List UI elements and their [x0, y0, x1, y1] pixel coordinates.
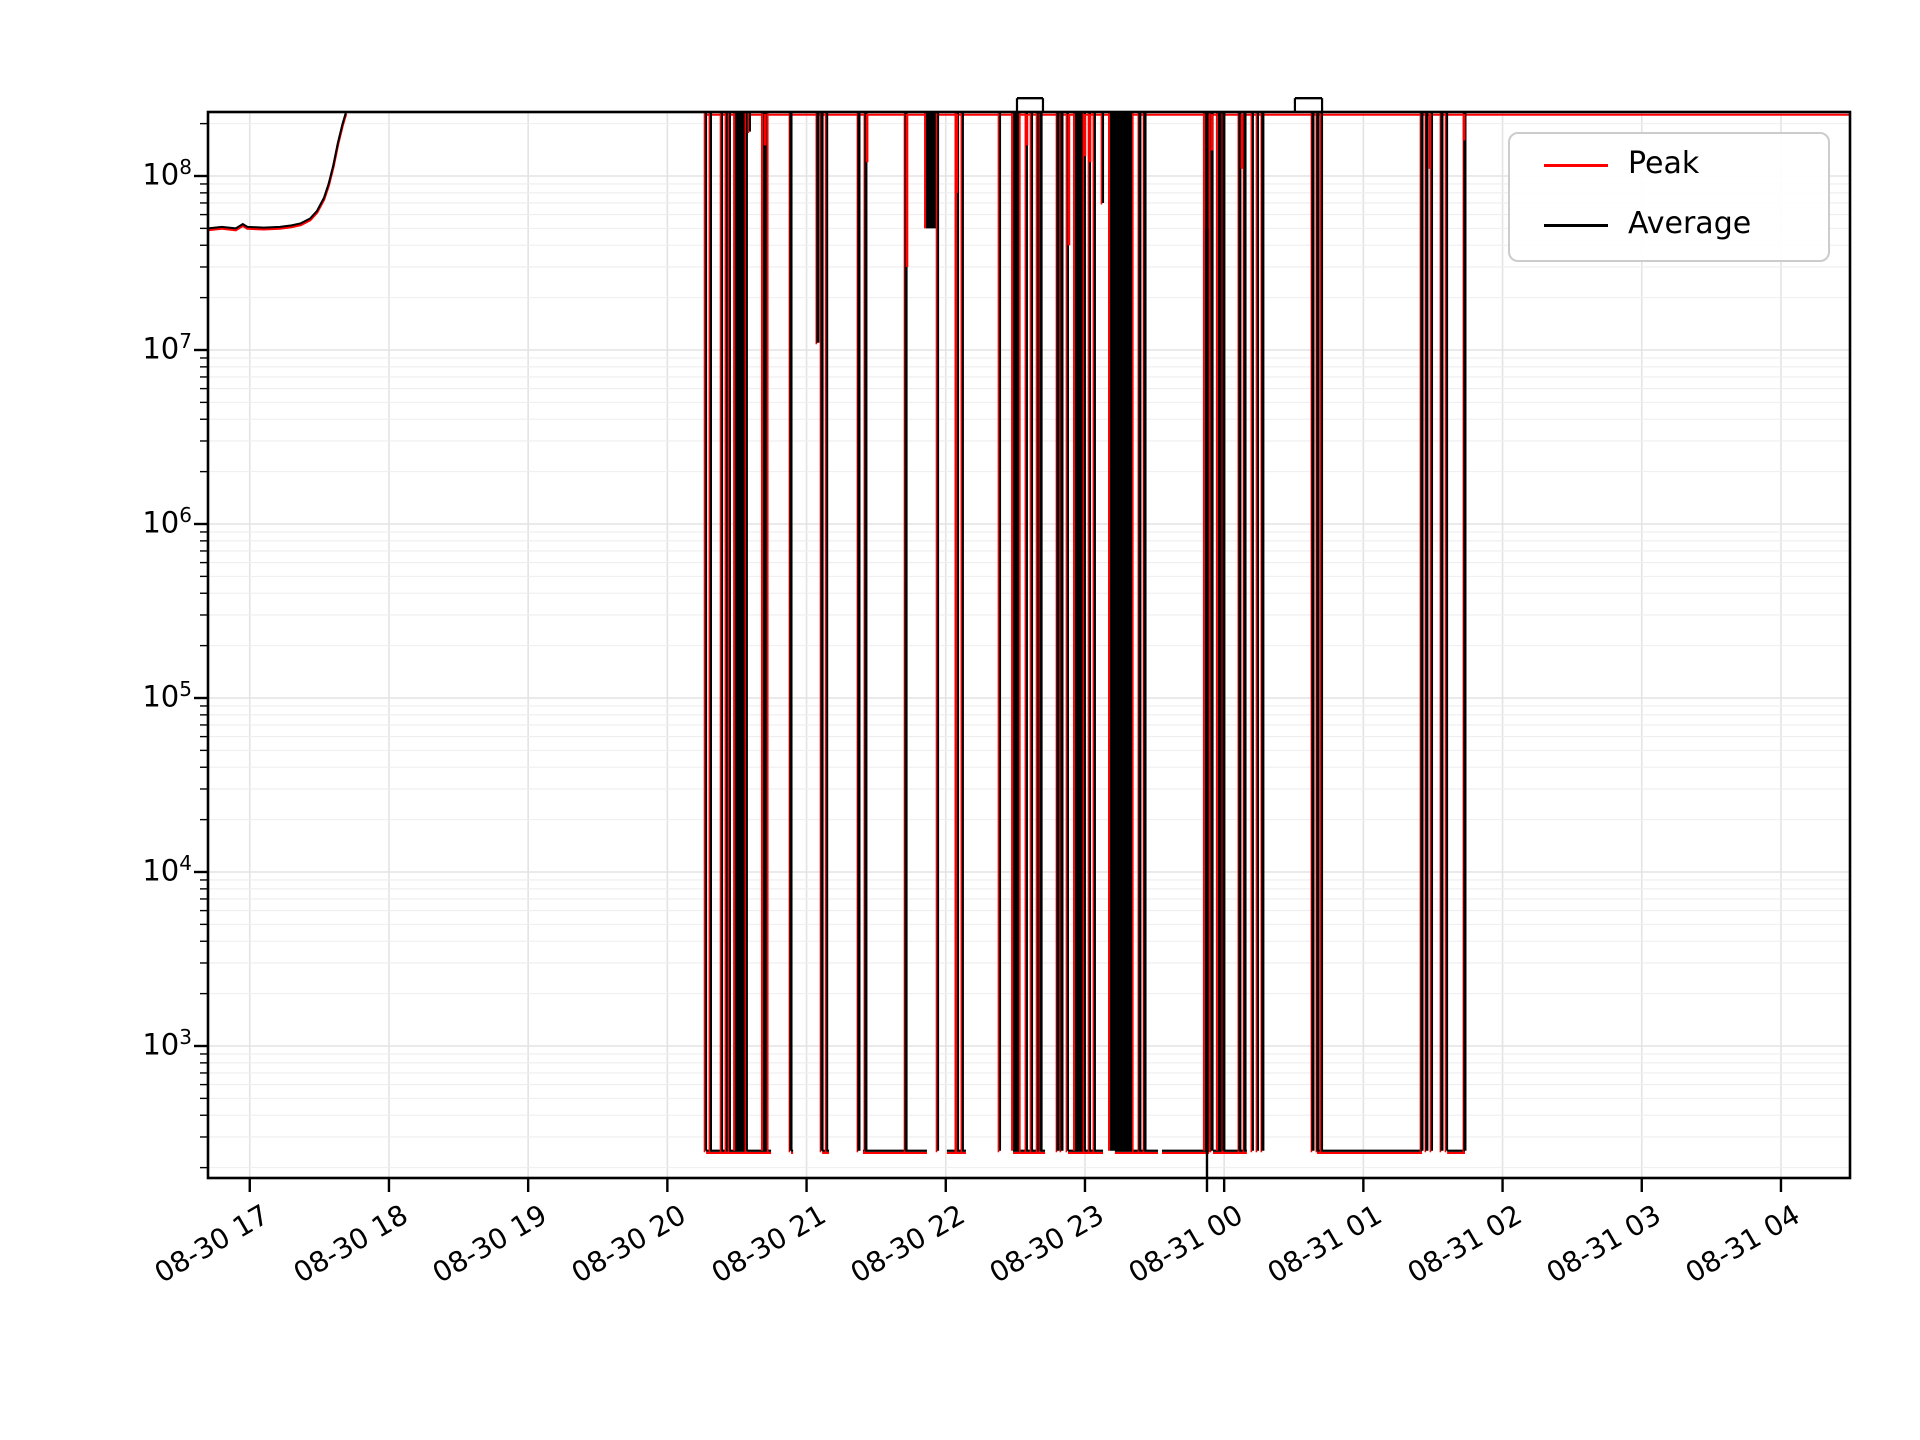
peak-spike [760, 112, 763, 1151]
average-baseline [207, 111, 347, 230]
peak-spike [924, 112, 927, 229]
average-spike-cluster [1074, 112, 1083, 1151]
peak-spike [1011, 112, 1014, 1151]
peak-spike [733, 112, 736, 1151]
legend-entry-peak: Peak [1510, 146, 1828, 186]
peak-spike [1108, 112, 1111, 1151]
average-spike-cluster [1013, 112, 1020, 1151]
peak-spike [1072, 112, 1075, 1151]
peak-spike [1215, 112, 1218, 1151]
y-tick-label: 104 [142, 851, 192, 888]
legend-entry-average: Average [1510, 206, 1828, 246]
average-spike-cluster [1217, 112, 1222, 1151]
y-tick-label: 107 [142, 329, 192, 366]
average-spike-cluster [1110, 112, 1133, 1151]
legend-box: Peak Average [1508, 132, 1830, 262]
legend-label-average: Average [1628, 206, 1752, 241]
y-tick-label: 103 [142, 1025, 192, 1062]
y-tick-label: 106 [142, 503, 192, 540]
average-spike-cluster [926, 112, 938, 229]
average-spike-cluster [762, 112, 767, 1151]
peak-spike [1202, 112, 1205, 1151]
y-tick-label: 108 [142, 155, 192, 192]
average-line-swatch [1544, 224, 1608, 227]
peak-line-swatch [1544, 164, 1608, 167]
legend-label-peak: Peak [1628, 146, 1700, 181]
average-spike-cluster [735, 112, 746, 1151]
y-tick-label: 105 [142, 677, 192, 714]
